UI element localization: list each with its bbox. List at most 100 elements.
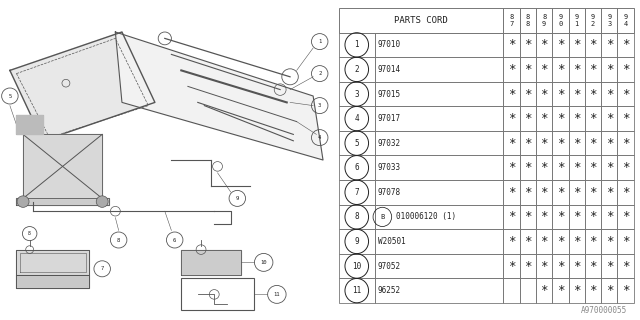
Bar	[520, 8, 536, 33]
Text: *: *	[589, 63, 597, 76]
Bar	[339, 254, 374, 278]
Text: 9
1: 9 1	[575, 14, 579, 27]
Bar	[504, 8, 520, 33]
Bar	[536, 33, 552, 57]
Text: *: *	[540, 137, 548, 150]
Text: *: *	[589, 38, 597, 52]
Bar	[618, 229, 634, 254]
Bar	[536, 57, 552, 82]
Text: *: *	[508, 63, 515, 76]
Text: 6: 6	[355, 163, 359, 172]
Bar	[339, 229, 374, 254]
Text: *: *	[557, 63, 564, 76]
Bar	[552, 156, 568, 180]
Text: *: *	[605, 186, 613, 199]
Bar	[585, 131, 601, 156]
Text: *: *	[622, 235, 629, 248]
Bar	[585, 106, 601, 131]
Text: *: *	[557, 210, 564, 223]
Polygon shape	[10, 32, 155, 141]
Bar	[585, 204, 601, 229]
Text: *: *	[524, 161, 532, 174]
Bar	[374, 82, 504, 106]
Text: *: *	[540, 112, 548, 125]
Text: *: *	[524, 87, 532, 100]
Bar	[520, 278, 536, 303]
Text: PARTS CORD: PARTS CORD	[394, 16, 448, 25]
Bar	[568, 33, 585, 57]
Text: *: *	[573, 210, 580, 223]
Bar	[536, 278, 552, 303]
Text: *: *	[508, 235, 515, 248]
Circle shape	[96, 196, 108, 207]
Text: *: *	[524, 63, 532, 76]
Bar	[552, 8, 568, 33]
Text: *: *	[557, 137, 564, 150]
Text: 10: 10	[352, 261, 362, 270]
Bar	[618, 204, 634, 229]
Text: *: *	[524, 137, 532, 150]
Bar	[618, 131, 634, 156]
Text: *: *	[622, 38, 629, 52]
Bar	[374, 204, 504, 229]
Text: 10: 10	[260, 260, 267, 265]
Text: 8: 8	[117, 237, 120, 243]
Bar	[585, 57, 601, 82]
Text: 8: 8	[28, 231, 31, 236]
Bar	[339, 8, 504, 33]
Bar	[504, 278, 520, 303]
Text: *: *	[557, 112, 564, 125]
Bar	[568, 229, 585, 254]
Text: *: *	[557, 235, 564, 248]
Text: *: *	[524, 260, 532, 273]
Bar	[601, 8, 618, 33]
Bar	[339, 204, 374, 229]
Bar	[520, 229, 536, 254]
Text: *: *	[524, 210, 532, 223]
Bar	[374, 156, 504, 180]
Text: *: *	[622, 161, 629, 174]
Bar	[536, 8, 552, 33]
Bar	[520, 33, 536, 57]
Bar	[374, 106, 504, 131]
Bar	[552, 278, 568, 303]
Text: *: *	[508, 260, 515, 273]
Text: *: *	[508, 161, 515, 174]
Bar	[601, 254, 618, 278]
Bar	[585, 180, 601, 204]
Text: *: *	[557, 161, 564, 174]
Bar	[339, 33, 374, 57]
Bar	[601, 229, 618, 254]
Bar	[618, 156, 634, 180]
Bar	[568, 204, 585, 229]
Text: *: *	[573, 235, 580, 248]
Circle shape	[17, 196, 29, 207]
Text: *: *	[524, 38, 532, 52]
Bar	[339, 278, 374, 303]
Text: 97014: 97014	[378, 65, 401, 74]
Bar	[339, 156, 374, 180]
Bar	[568, 131, 585, 156]
Text: 8
8: 8 8	[525, 14, 530, 27]
Text: 8: 8	[355, 212, 359, 221]
Polygon shape	[181, 250, 241, 275]
Bar	[339, 106, 374, 131]
Text: *: *	[605, 210, 613, 223]
Bar	[374, 57, 504, 82]
Bar	[601, 180, 618, 204]
Text: *: *	[508, 112, 515, 125]
Bar	[552, 33, 568, 57]
Text: 4: 4	[355, 114, 359, 123]
Bar	[374, 229, 504, 254]
Text: *: *	[605, 38, 613, 52]
Text: *: *	[524, 112, 532, 125]
Text: *: *	[573, 137, 580, 150]
Bar	[618, 254, 634, 278]
Bar	[618, 278, 634, 303]
Text: *: *	[524, 186, 532, 199]
Text: 11: 11	[352, 286, 362, 295]
Bar	[536, 131, 552, 156]
Text: 97078: 97078	[378, 188, 401, 197]
Bar	[552, 180, 568, 204]
Bar	[568, 254, 585, 278]
